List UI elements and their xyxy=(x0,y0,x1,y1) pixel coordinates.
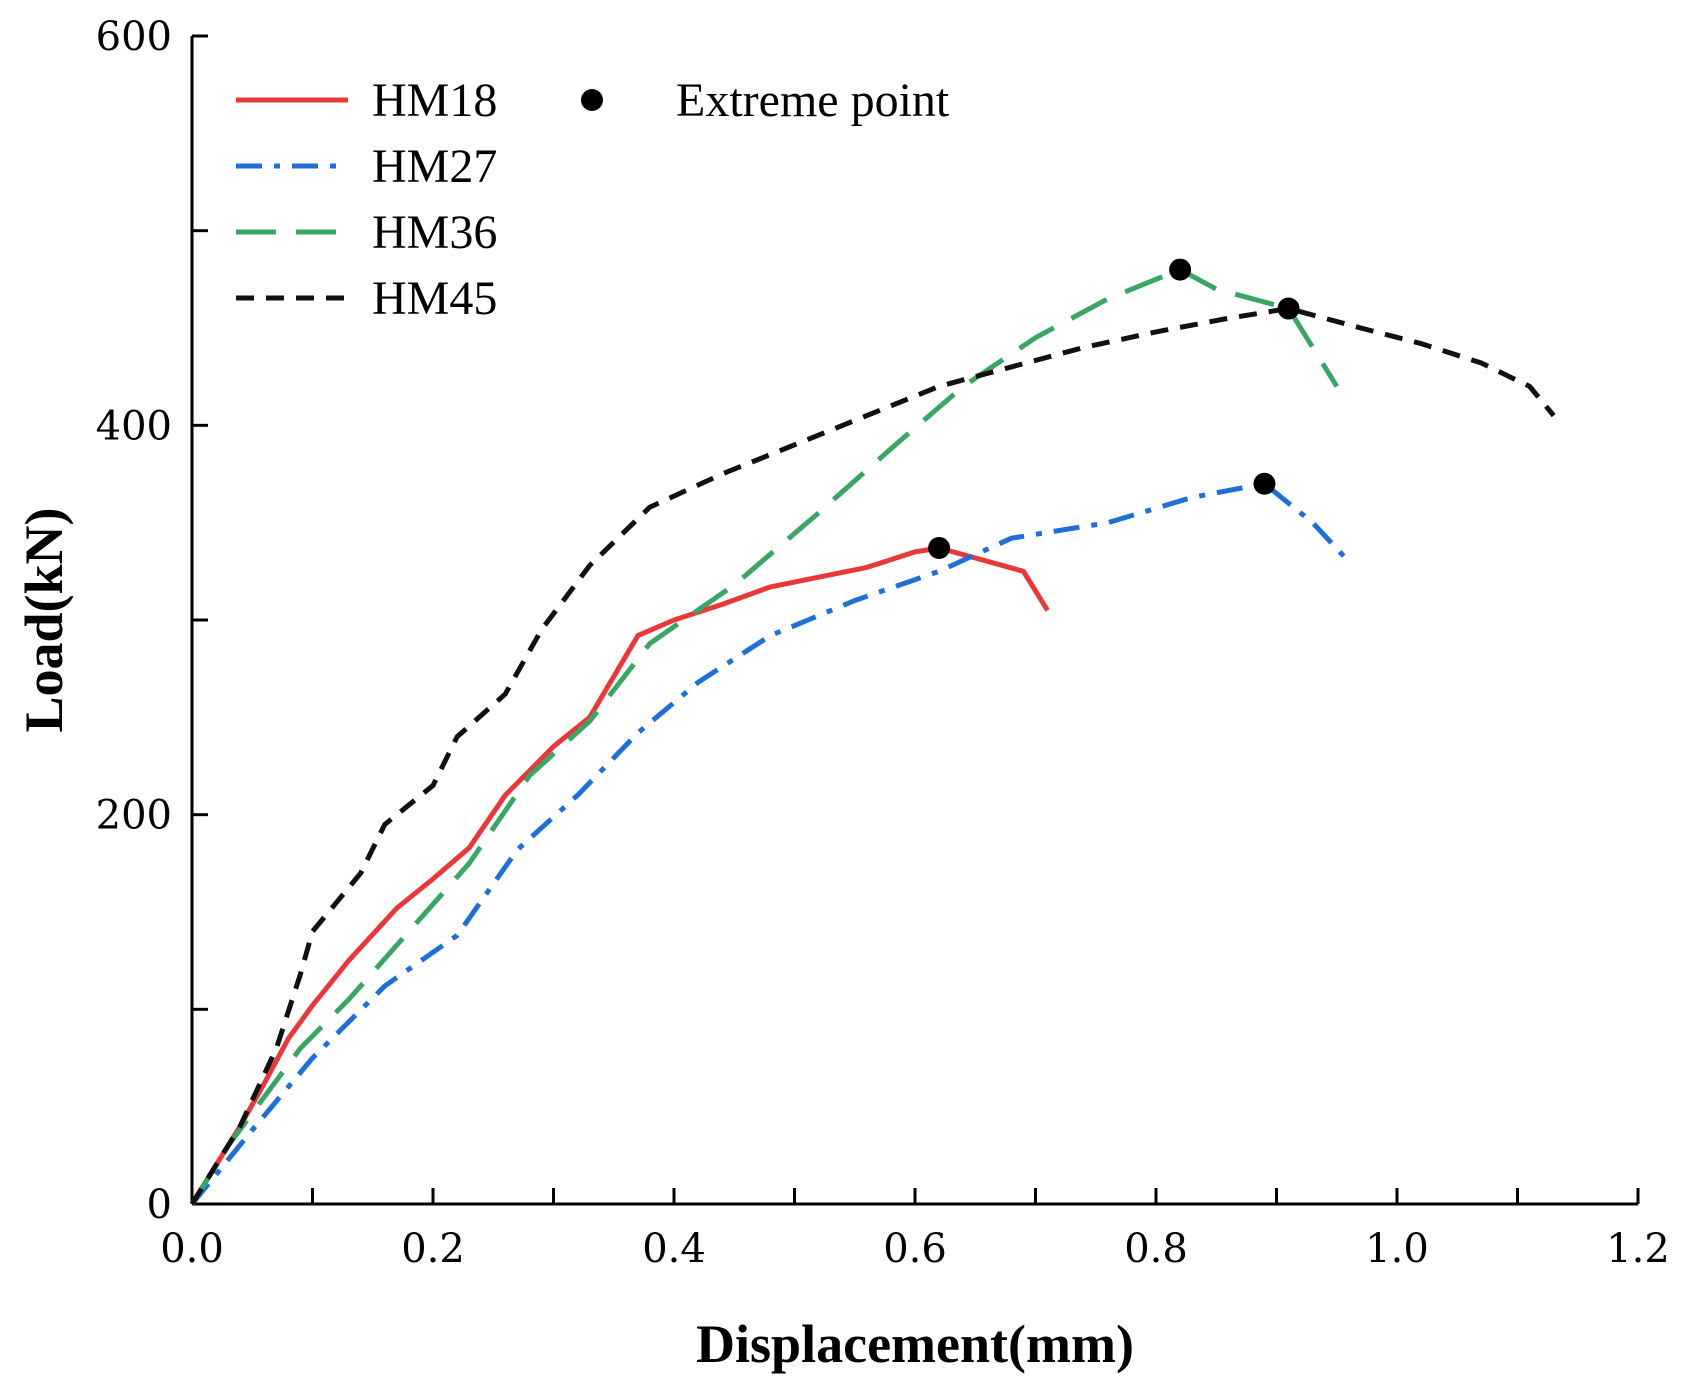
x-tick-label: 1.2 xyxy=(1606,1226,1670,1272)
ticks: 0.0 0.2 0.4 0.6 0.8 1.0 1.2 0 200 400 600 xyxy=(96,14,1670,1272)
y-tick-label: 200 xyxy=(96,793,172,839)
legend-extreme-point-marker xyxy=(581,89,603,111)
x-tick-label: 0.6 xyxy=(883,1226,947,1272)
series-line-hm45 xyxy=(189,306,1556,1206)
series-layer xyxy=(189,267,1556,1206)
y-tick-label: 600 xyxy=(96,14,172,60)
x-tick-label: 0.2 xyxy=(401,1226,465,1272)
y-tick-label: 0 xyxy=(147,1182,172,1228)
x-tick-label: 0.4 xyxy=(642,1226,706,1272)
legend-label-hm36: HM36 xyxy=(372,206,497,259)
legend: HM18 HM27 HM36 HM45 Extreme point xyxy=(236,74,950,325)
extreme-point-hm36 xyxy=(1169,258,1192,281)
legend-label-hm27: HM27 xyxy=(372,140,497,193)
legend-label-hm45: HM45 xyxy=(372,272,497,325)
legend-label-hm18: HM18 xyxy=(372,74,497,127)
y-tick-label: 400 xyxy=(96,403,172,449)
x-tick-label: 0.0 xyxy=(160,1226,224,1272)
legend-label-extreme-point: Extreme point xyxy=(676,74,950,127)
x-tick-label: 0.8 xyxy=(1124,1226,1188,1272)
y-axis-title: Load(kN) xyxy=(14,507,74,732)
extreme-point-hm45 xyxy=(1277,297,1300,320)
extreme-point-hm18 xyxy=(928,536,951,559)
extreme-point-hm27 xyxy=(1253,472,1276,495)
series-line-hm36 xyxy=(189,267,1339,1206)
x-tick-label: 1.0 xyxy=(1365,1226,1429,1272)
extreme-points xyxy=(928,258,1300,559)
series-line-hm27 xyxy=(190,481,1351,1206)
series-line-hm18 xyxy=(189,545,1050,1206)
x-axis-title: Displacement(mm) xyxy=(696,1314,1134,1374)
